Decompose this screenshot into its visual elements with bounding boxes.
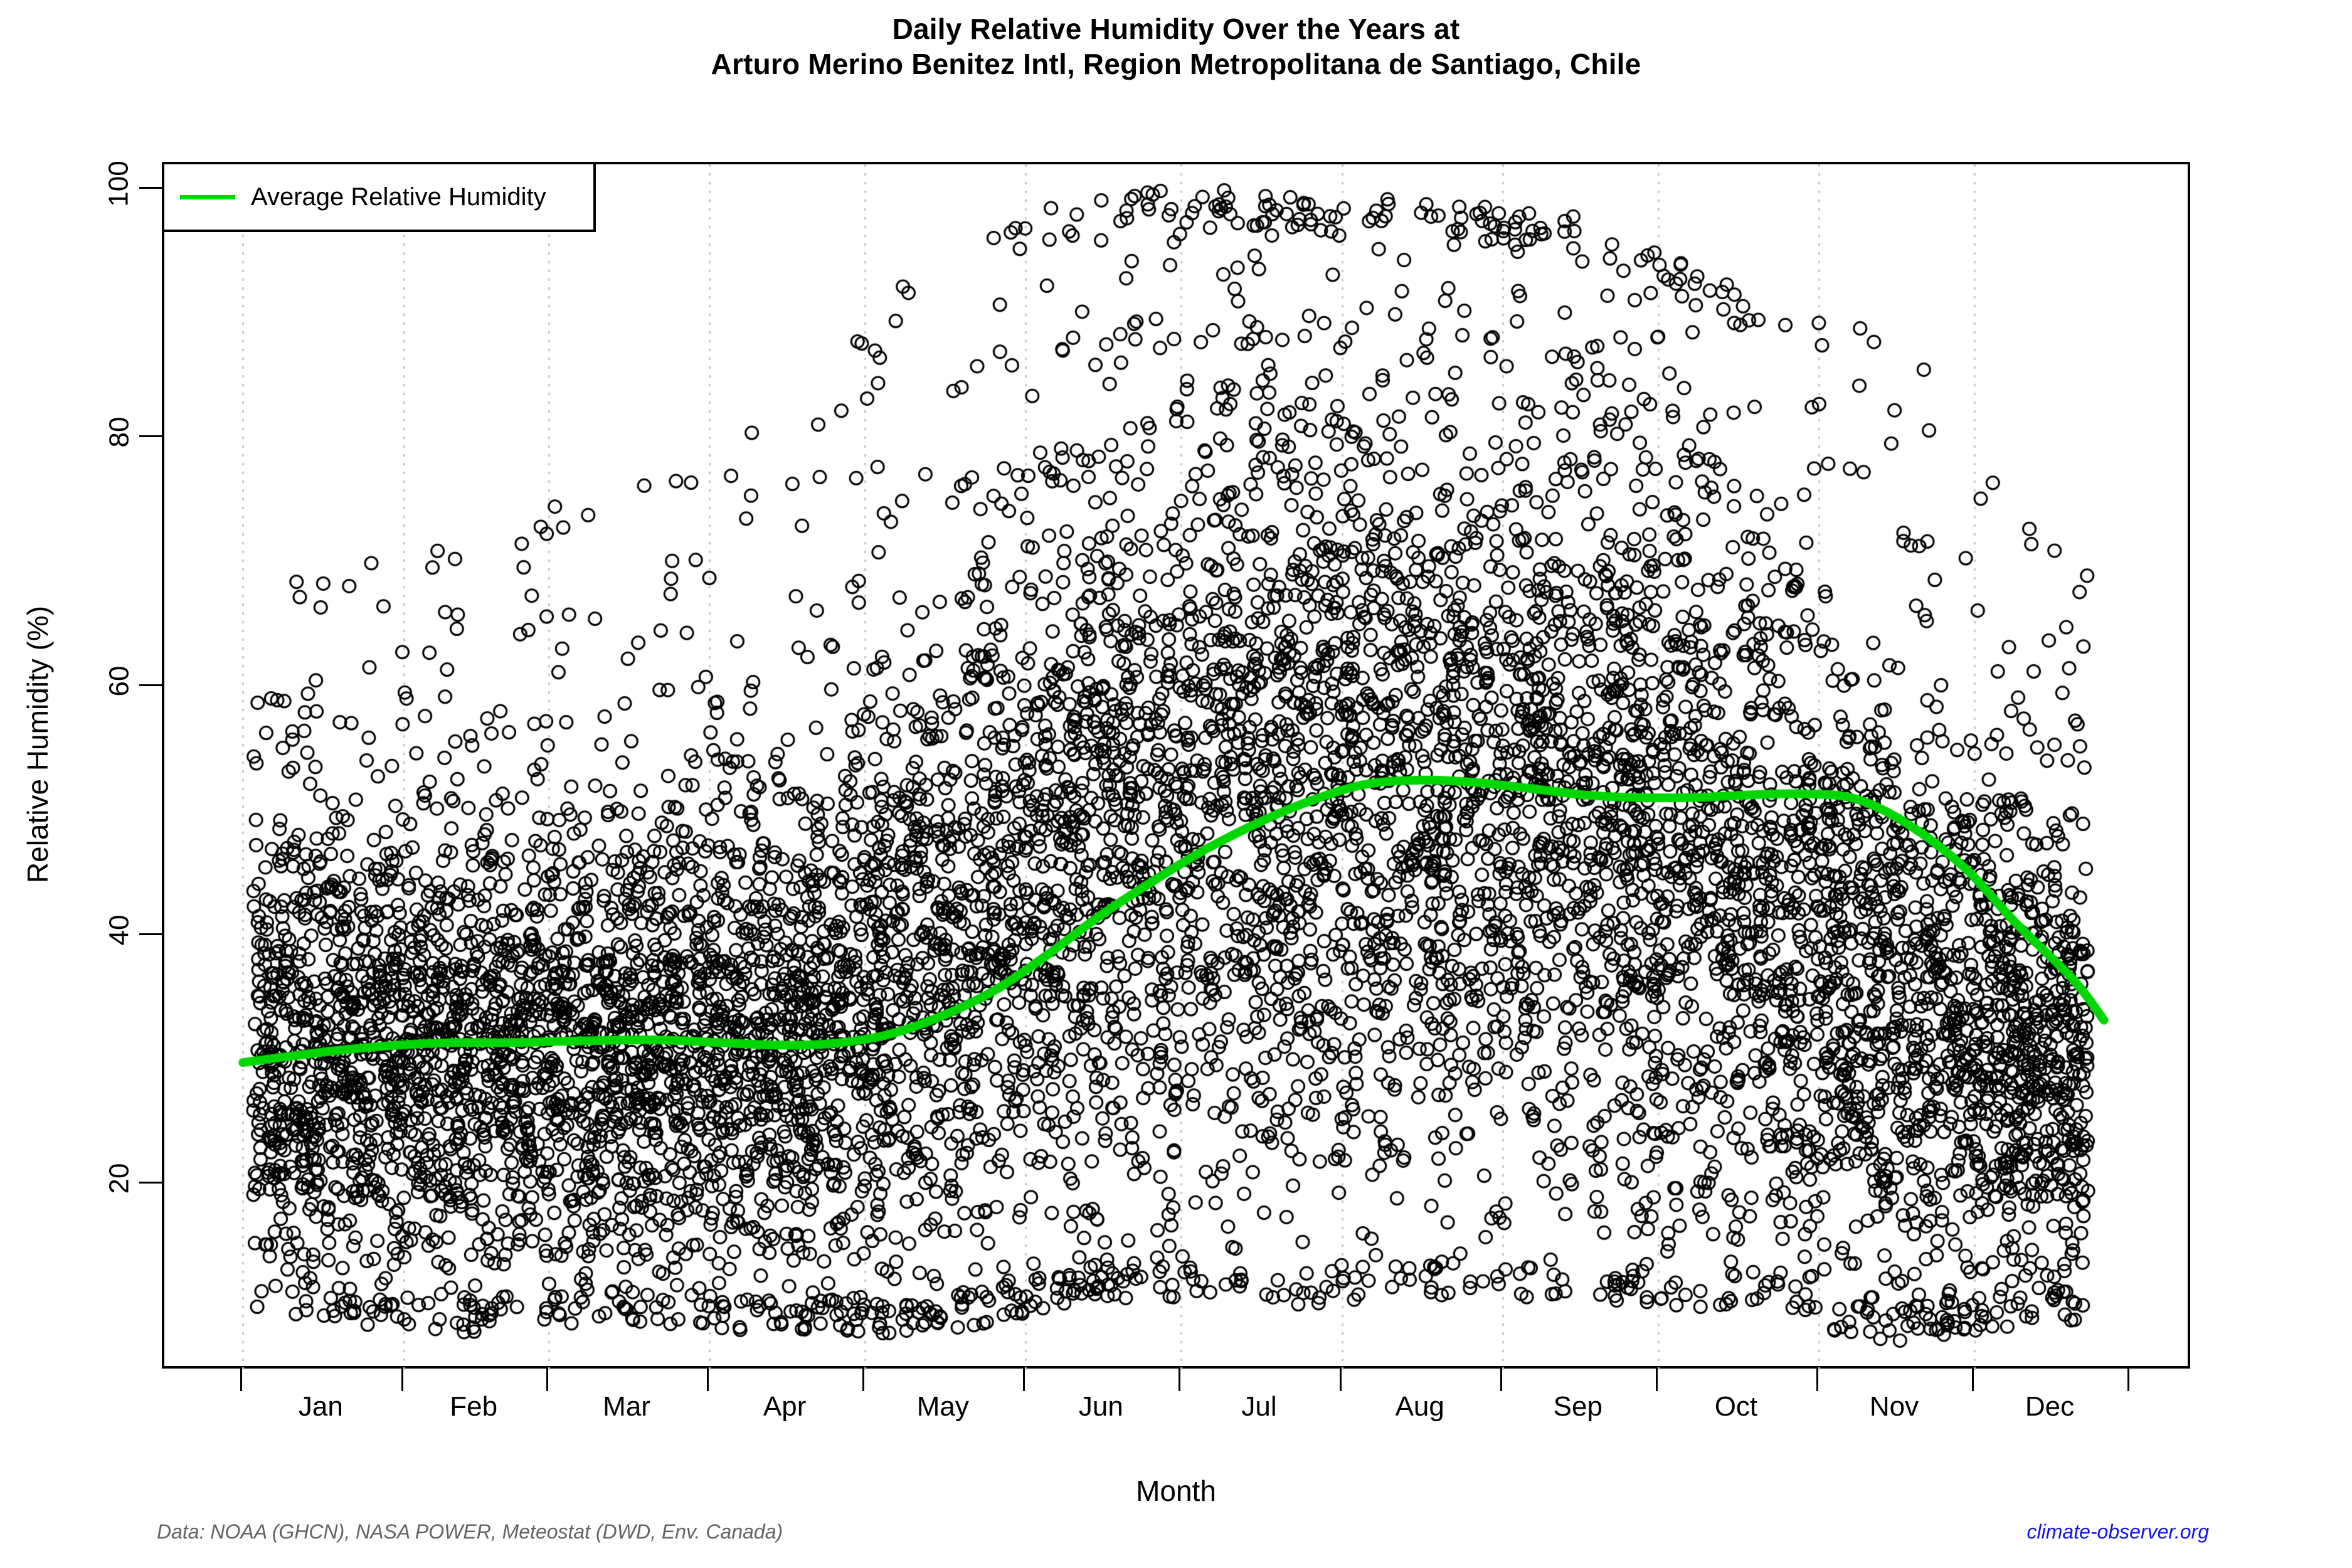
chart-title: Daily Relative Humidity Over the Years a… bbox=[0, 11, 2352, 82]
x-axis-tick-label-sep: Sep bbox=[1553, 1391, 1602, 1422]
chart-title-line-2: Arturo Merino Benitez Intl, Region Metro… bbox=[711, 48, 1641, 81]
y-axis-tick-label-60: 60 bbox=[103, 665, 134, 697]
x-axis-tick-label-jan: Jan bbox=[298, 1391, 343, 1422]
legend-line-swatch bbox=[164, 194, 251, 199]
y-axis-tick-label-100: 100 bbox=[103, 160, 134, 207]
x-axis-tick-label-aug: Aug bbox=[1395, 1391, 1444, 1422]
y-axis-tick-label-40: 40 bbox=[103, 914, 134, 946]
x-axis-tick-label-jun: Jun bbox=[1078, 1391, 1123, 1422]
x-axis-tick-label-apr: Apr bbox=[763, 1391, 807, 1422]
x-axis-tick bbox=[1655, 1369, 1658, 1391]
scatter-plot-canvas bbox=[164, 164, 2193, 1371]
x-axis-tick bbox=[1500, 1369, 1502, 1391]
y-axis-title: Relative Humidity (%) bbox=[21, 605, 54, 884]
legend-label: Average Relative Humidity bbox=[251, 183, 546, 211]
x-axis-tick bbox=[1023, 1369, 1025, 1391]
x-axis-title: Month bbox=[1136, 1475, 1216, 1507]
y-axis-tick bbox=[139, 684, 162, 687]
y-axis-tick bbox=[139, 933, 162, 935]
x-axis-tick bbox=[1972, 1369, 1974, 1391]
x-axis-tick bbox=[707, 1369, 709, 1391]
x-axis-tick bbox=[1816, 1369, 1819, 1391]
x-axis-tick bbox=[240, 1369, 243, 1391]
chart-title-line-1: Daily Relative Humidity Over the Years a… bbox=[892, 13, 1460, 45]
y-axis-tick-label-80: 80 bbox=[103, 416, 134, 448]
y-axis-tick bbox=[139, 1182, 162, 1184]
plot-area bbox=[162, 162, 2193, 1371]
x-axis-tick-label-may: May bbox=[916, 1391, 969, 1422]
x-axis-tick-label-oct: Oct bbox=[1714, 1391, 1758, 1422]
x-axis-tick bbox=[546, 1369, 548, 1391]
x-axis-tick-label-nov: Nov bbox=[1869, 1391, 1919, 1422]
y-axis-tick-label-20: 20 bbox=[103, 1163, 134, 1194]
x-axis-tick bbox=[1339, 1369, 1342, 1391]
legend: Average Relative Humidity bbox=[162, 162, 596, 232]
x-axis-tick-label-dec: Dec bbox=[2025, 1391, 2075, 1422]
footer-website-link[interactable]: climate-observer.org bbox=[2026, 1520, 2209, 1543]
x-axis-tick-label-feb: Feb bbox=[450, 1391, 498, 1422]
y-axis-tick bbox=[139, 435, 162, 438]
footer-data-source: Data: NOAA (GHCN), NASA POWER, Meteostat… bbox=[157, 1520, 783, 1543]
x-axis-tick bbox=[2127, 1369, 2129, 1391]
x-axis-tick bbox=[401, 1369, 403, 1391]
x-axis-tick bbox=[862, 1369, 865, 1391]
x-axis-tick-label-jul: Jul bbox=[1241, 1391, 1277, 1422]
x-axis-tick bbox=[1179, 1369, 1181, 1391]
y-axis-tick bbox=[139, 186, 162, 189]
x-axis-tick-label-mar: Mar bbox=[603, 1391, 650, 1422]
